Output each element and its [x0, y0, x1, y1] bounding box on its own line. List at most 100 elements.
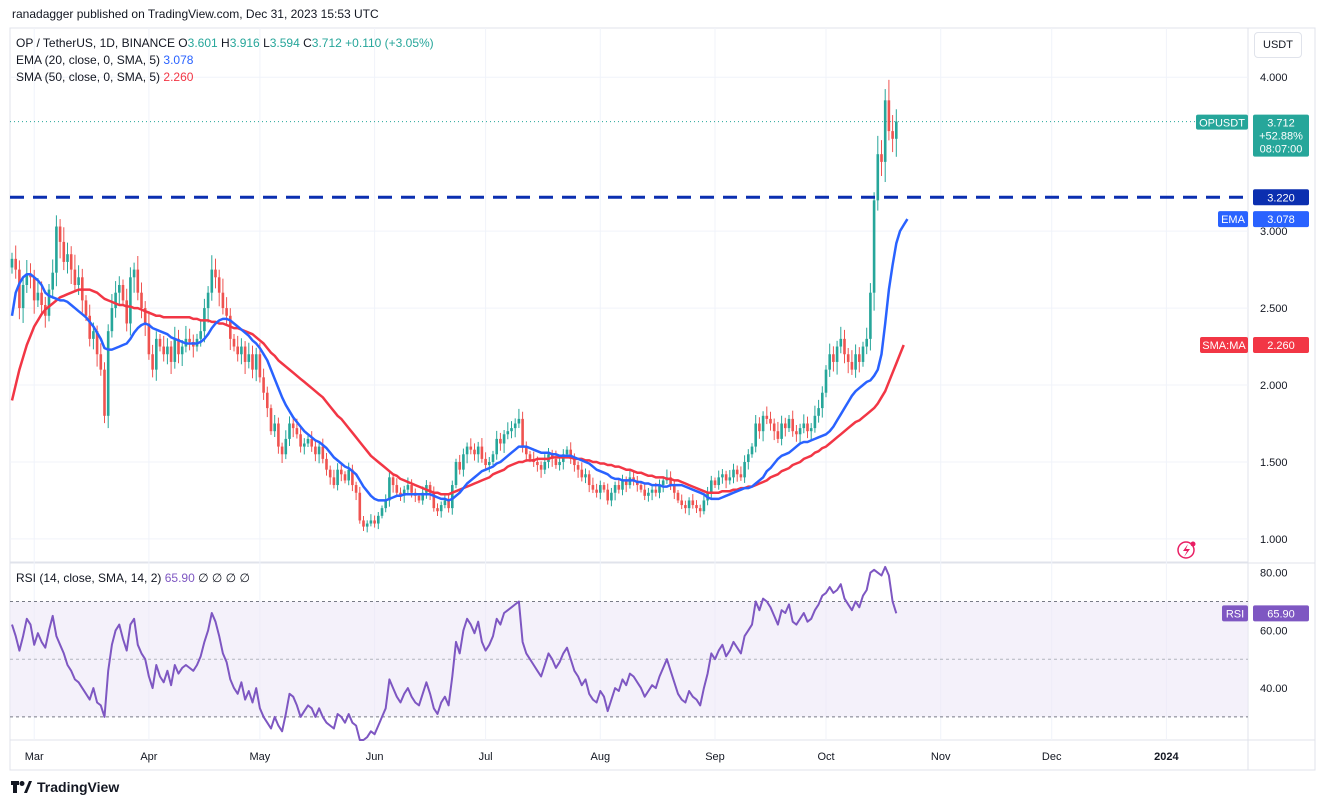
candle-body [824, 369, 828, 393]
candle-body [380, 508, 384, 516]
candle-body [14, 258, 17, 270]
candle-body [569, 449, 572, 459]
candle-body [232, 338, 236, 347]
candle-body [206, 292, 210, 309]
candle-body [151, 354, 154, 370]
candle-body [169, 346, 173, 362]
candle-body [158, 338, 162, 347]
candle-body [188, 338, 191, 342]
symbol-tag-bg [1196, 114, 1248, 130]
candle-body [421, 492, 424, 501]
candle-body [513, 423, 517, 429]
candle-body [599, 485, 602, 493]
alert-icon-circle [1177, 541, 1195, 559]
candle-body [402, 489, 406, 496]
candle-body [284, 438, 288, 455]
candle-body [710, 480, 713, 493]
candle-body [217, 277, 221, 293]
candle-body [591, 485, 595, 490]
candle-body [872, 200, 876, 293]
candle-body [321, 446, 325, 459]
candle-body [506, 431, 510, 435]
ema-name-tag-text: EMA [1221, 214, 1246, 226]
candle-body [162, 346, 165, 355]
candle-body [462, 454, 465, 470]
candle-body [728, 477, 732, 481]
candle-body [214, 269, 217, 278]
candle-body [883, 100, 887, 162]
candle-body [269, 408, 273, 432]
sma-name-tag-text: SMA:MA [1202, 340, 1246, 352]
indicator-lines [10, 121, 1248, 741]
candle-body [743, 461, 746, 478]
candle-body [277, 423, 280, 447]
candle-body [177, 338, 180, 355]
candle-body [865, 338, 868, 347]
candle-body [658, 485, 661, 493]
rsi-tick-label: 40.00 [1260, 683, 1288, 695]
candle-body [654, 489, 658, 493]
candle-body [121, 284, 125, 301]
candle-body [317, 446, 321, 455]
candle-body [680, 500, 683, 506]
candle-body [702, 500, 706, 512]
time-tick-label: 2024 [1154, 751, 1179, 763]
rsi-tick-label: 60.00 [1260, 625, 1288, 637]
rsi-legend-value: 65.90 [164, 571, 195, 585]
candle-body [817, 408, 820, 416]
legend-symbol: OP / TetherUS, 1D, BINANCE [16, 36, 175, 50]
alert-icon-bolt [1183, 544, 1190, 557]
candle-body [73, 269, 77, 285]
candles [10, 79, 898, 533]
alert-icon [1177, 541, 1196, 559]
candle-body [140, 292, 143, 309]
candle-body [832, 354, 835, 362]
candle-body [106, 331, 110, 416]
candle-body [210, 269, 214, 293]
time-tick-label: Jul [479, 751, 493, 763]
candle-body [828, 354, 831, 370]
rsi-legend: RSI (14, close, SMA, 14, 2) 65.90 ∅ ∅ ∅ … [16, 571, 250, 585]
candle-body [118, 284, 121, 293]
last-price-tag-bg [1253, 114, 1309, 157]
sma-name-tag-bg [1200, 337, 1248, 354]
candle-body [558, 461, 561, 466]
candle-body [621, 480, 624, 490]
level-tag-bg [1253, 189, 1309, 206]
candle-body [576, 465, 580, 470]
candle-body [795, 431, 798, 435]
candle-body [521, 418, 524, 447]
candle-body [802, 423, 806, 429]
candle-body [684, 505, 687, 509]
candle-body [480, 446, 484, 459]
candle-body [610, 492, 613, 501]
candle-body [388, 477, 391, 501]
time-tick-label: Jun [366, 751, 384, 763]
time-tick-label: Mar [25, 751, 44, 763]
legend-change: +0.110 (+3.05%) [345, 36, 434, 50]
candle-body [95, 331, 99, 355]
candle-body [573, 458, 576, 466]
candle-body [410, 485, 413, 493]
axis-tags: OPUSDT 3.712+52.88%08:07:00 3.220 EMA 3.078 S… [1177, 114, 1309, 622]
candle-body [465, 446, 469, 455]
rsi-value-tag-bg [1253, 605, 1309, 622]
candle-body [166, 346, 169, 355]
time-axis: Mar Apr May Jun Jul Aug Sep Oct Nov Dec 2024 [25, 751, 1180, 763]
candle-body [125, 300, 128, 324]
candle-body [369, 520, 373, 524]
brand-name: TradingView [37, 779, 120, 795]
rsi-tick-label: 80.00 [1260, 568, 1288, 580]
currency-button[interactable]: USDT [1254, 32, 1302, 58]
candle-body [273, 423, 276, 432]
candle-body [499, 438, 502, 444]
candle-body [843, 338, 846, 355]
candle-body [155, 338, 158, 370]
candle-body [428, 485, 432, 493]
candle-body [32, 277, 36, 301]
candle-body [299, 434, 302, 447]
candle-body [21, 284, 25, 309]
tradingview-icon [11, 781, 32, 793]
candle-body [199, 331, 202, 339]
